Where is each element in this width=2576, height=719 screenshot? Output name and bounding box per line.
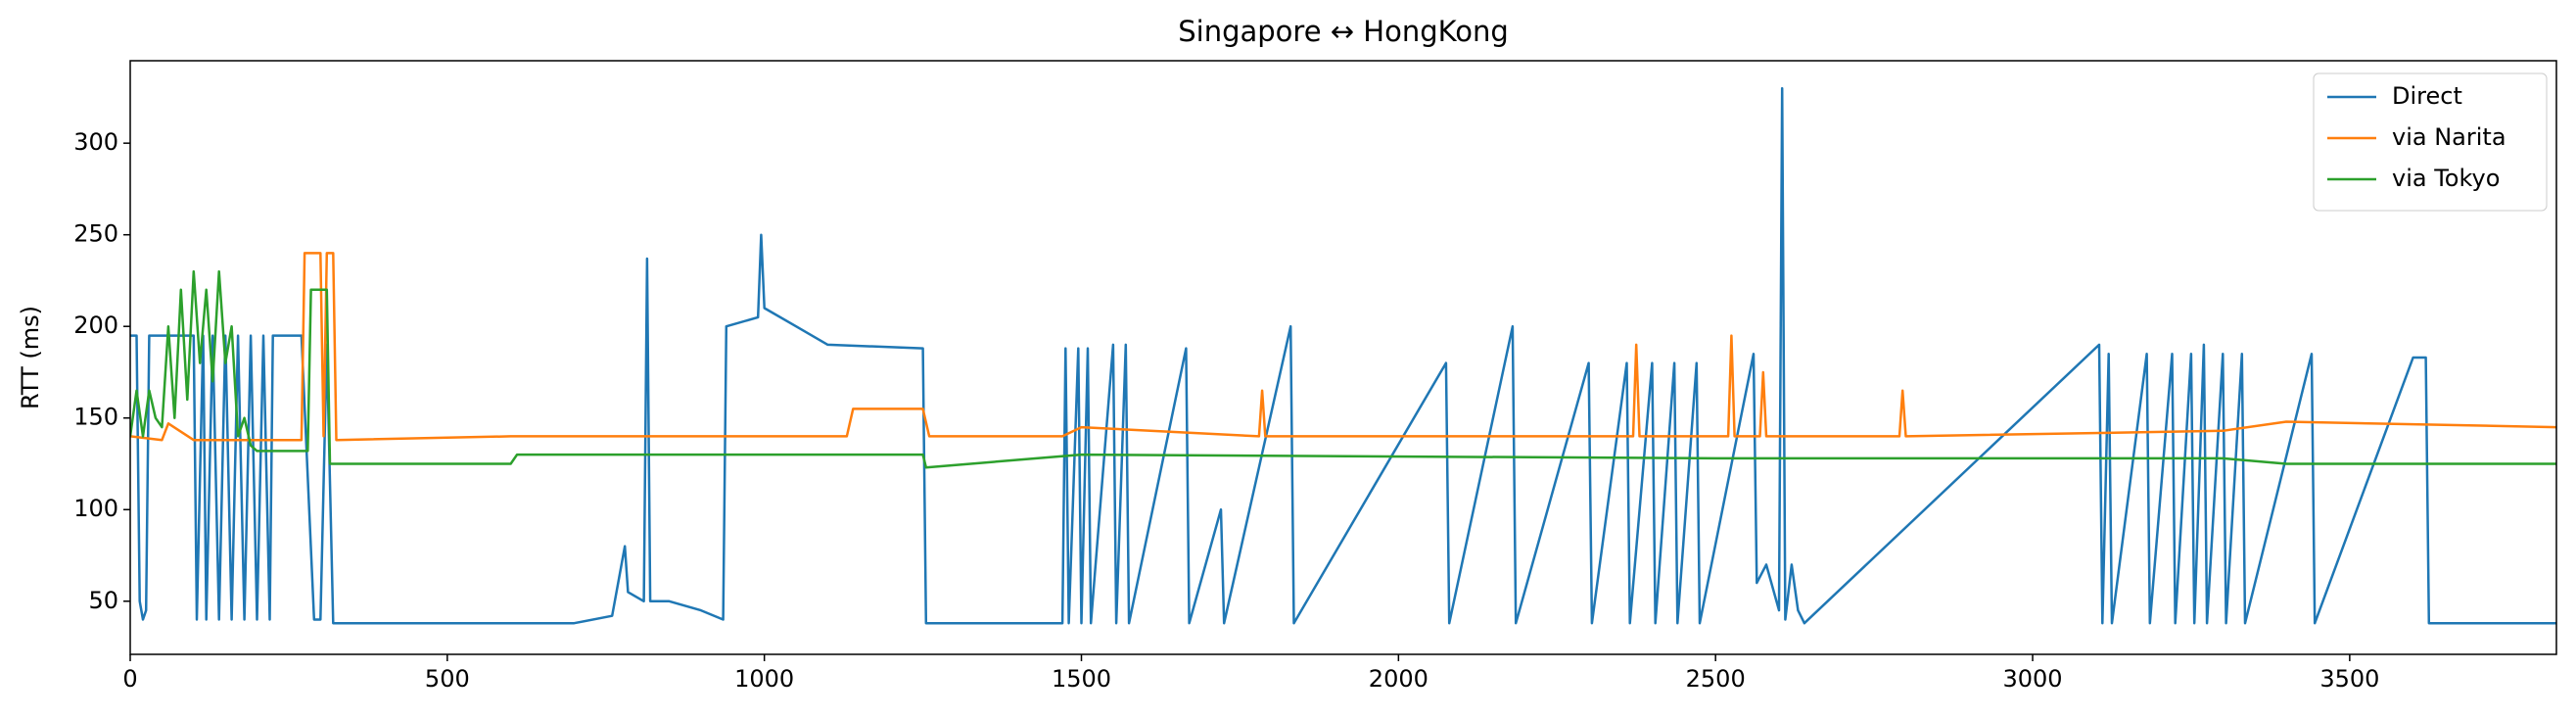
x-tick-label: 500 xyxy=(425,665,470,693)
legend-box xyxy=(2313,72,2548,212)
series-line xyxy=(130,252,2556,442)
x-tick-label: 3500 xyxy=(2319,665,2379,693)
legend-label: via Narita xyxy=(2392,123,2506,151)
y-tick-label: 200 xyxy=(73,312,118,339)
series-line xyxy=(130,269,2556,469)
y-tick-label: 300 xyxy=(73,128,118,156)
y-tick-label: 50 xyxy=(88,587,118,614)
y-tick-label: 100 xyxy=(73,495,118,522)
x-tick-label: 1500 xyxy=(1052,665,1111,693)
x-tick-label: 3000 xyxy=(2002,665,2062,693)
plot-frame xyxy=(129,60,2557,655)
x-tick-label: 2000 xyxy=(1369,665,1429,693)
legend-label: Direct xyxy=(2392,82,2462,110)
x-tick-label: 1000 xyxy=(734,665,794,693)
y-tick-label: 250 xyxy=(73,220,118,248)
plot-area xyxy=(130,86,2556,625)
legend-label: via Tokyo xyxy=(2392,165,2500,192)
x-tick-label: 0 xyxy=(122,665,137,693)
series-line xyxy=(130,86,2556,625)
chart-title: Singapore ↔ HongKong xyxy=(1178,15,1508,48)
x-tick-label: 2500 xyxy=(1686,665,1746,693)
y-axis-label: RTT (ms) xyxy=(17,306,44,409)
y-tick-label: 150 xyxy=(73,404,118,431)
